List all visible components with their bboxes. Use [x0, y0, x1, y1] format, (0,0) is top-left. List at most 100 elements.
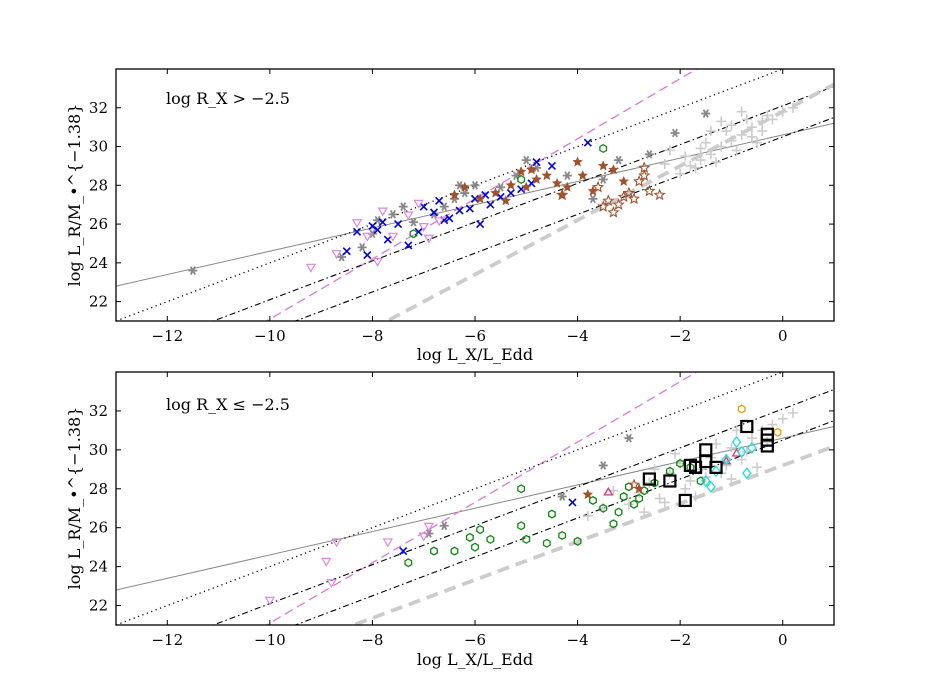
top-x-tick-label: −12 — [151, 327, 183, 345]
top-point-blue-cross-6 — [404, 241, 413, 250]
bottom-point-grey-plus-6 — [685, 475, 696, 486]
bottom-point-green-hexagon-26 — [471, 542, 479, 552]
bottom-x-tick-label: −2 — [669, 631, 691, 649]
bottom-point-cyan-diamond-7 — [741, 467, 752, 480]
bottom-point-grey-asterisk-4 — [557, 492, 567, 501]
top-point-green-hexagon-1 — [517, 174, 526, 185]
top-point-grey-plus-0 — [675, 168, 686, 179]
bottom-point-grey-asterisk-2 — [598, 461, 608, 470]
top-point-grey-asterisk-7 — [408, 217, 418, 227]
top-y-tick-label: 30 — [89, 138, 108, 156]
top-point-grey-asterisk-18 — [598, 175, 608, 184]
bottom-y-axis-label: log L_R/M_•^{−1.38} — [65, 407, 84, 590]
bottom-point-cyan-diamond-0 — [700, 474, 711, 488]
bottom-point-green-hexagon-13 — [599, 503, 608, 513]
top-x-tick-label: −10 — [254, 327, 286, 345]
top-point-grey-plus-28 — [695, 143, 706, 154]
top-point-violet-triangle-down-11 — [413, 199, 424, 209]
top-point-grey-plus-3 — [705, 149, 716, 160]
bottom-point-green-hexagon-1 — [430, 546, 438, 556]
top-point-grey-plus-4 — [716, 141, 727, 152]
bottom-point-black-square-8 — [740, 419, 754, 434]
top-y-tick-label: 28 — [89, 176, 108, 194]
top-point-grey-plus-17 — [731, 145, 742, 156]
bottom-point-blue-cross-1 — [568, 498, 577, 507]
bottom-point-grey-plus-27 — [670, 448, 681, 459]
top-point-grey-asterisk-20 — [644, 149, 654, 159]
top-point-brown-star-filled-10 — [561, 181, 573, 192]
bottom-point-brown-star-filled-0 — [582, 488, 594, 500]
bottom-point-grey-plus-0 — [623, 499, 634, 510]
top-point-violet-triangle-down-2 — [362, 232, 373, 242]
top-point-violet-triangle-down-7 — [433, 217, 445, 227]
top-point-violet-triangle-down-6 — [418, 223, 429, 233]
top-point-blue-cross-9 — [429, 208, 439, 217]
top-point-brown-star-open-3 — [607, 206, 620, 218]
bottom-point-green-hexagon-6 — [517, 521, 526, 531]
top-point-brown-star-open-10 — [653, 188, 666, 201]
bottom-point-green-hexagon-8 — [542, 538, 551, 548]
top-line-dotted — [116, 69, 785, 321]
bottom-point-grey-plus-32 — [787, 407, 798, 418]
top-point-grey-plus-14 — [762, 110, 773, 121]
top-point-brown-star-open-12 — [597, 200, 610, 212]
bottom-point-green-hexagon-23 — [517, 484, 526, 494]
bottom-point-grey-plus-25 — [711, 439, 722, 450]
bottom-plot-frame — [115, 371, 835, 626]
top-point-grey-plus-15 — [777, 106, 788, 117]
top-annotation: log R_X > −2.5 — [166, 89, 290, 108]
bottom-point-grey-plus-17 — [639, 507, 650, 518]
top-point-brown-star-open-0 — [556, 188, 569, 201]
bottom-y-tick-label: 26 — [89, 519, 108, 537]
bottom-point-cyan-diamond-2 — [721, 453, 732, 466]
bottom-point-orange-hexagon-0 — [737, 404, 746, 414]
top-point-grey-plus-26 — [716, 116, 727, 127]
bottom-y-tick-label: 24 — [89, 558, 108, 576]
bottom-point-cyan-diamond-5 — [747, 441, 757, 454]
bottom-x-tick-label: 0 — [778, 631, 788, 649]
top-point-grey-plus-9 — [767, 114, 778, 125]
bottom-point-cyan-diamond-1 — [711, 465, 721, 478]
bottom-point-grey-plus-33 — [582, 511, 593, 522]
top-point-grey-plus-12 — [721, 126, 732, 137]
top-point-blue-cross-22 — [435, 196, 444, 205]
top-point-violet-triangle-down-5 — [403, 211, 414, 221]
bottom-reference-lines — [116, 372, 834, 625]
bottom-point-green-hexagon-25 — [635, 493, 644, 504]
top-x-tick-label: −4 — [567, 327, 589, 345]
top-point-brown-star-filled-4 — [505, 179, 517, 190]
bottom-point-cyan-diamond-3 — [731, 436, 742, 449]
bottom-point-black-square-7 — [678, 493, 692, 508]
bottom-plot-area — [116, 372, 834, 625]
top-point-grey-asterisk-2 — [357, 242, 367, 252]
bottom-point-green-hexagon-10 — [558, 530, 567, 541]
bottom-point-green-hexagon-9 — [547, 509, 556, 519]
top-point-brown-star-filled-2 — [474, 193, 486, 204]
top-point-brown-star-filled-5 — [515, 166, 527, 177]
top-point-brown-star-open-2 — [602, 194, 615, 207]
bottom-x-tick-label: −4 — [567, 631, 589, 649]
top-plot-area — [116, 69, 834, 321]
top-point-brown-star-filled-9 — [551, 177, 563, 188]
bottom-point-brown-star-open-0 — [627, 478, 641, 491]
top-point-grey-plus-23 — [705, 126, 716, 137]
top-point-blue-cross-1 — [352, 227, 362, 236]
top-point-grey-plus-25 — [736, 106, 747, 117]
top-point-brown-star-filled-3 — [490, 187, 501, 198]
top-point-blue-cross-19 — [547, 161, 556, 170]
top-point-brown-star-filled-13 — [597, 160, 609, 171]
bottom-point-green-hexagon-3 — [465, 532, 474, 542]
bottom-x-tick-label: −8 — [361, 631, 383, 649]
top-point-brown-star-filled-11 — [577, 169, 589, 181]
bottom-point-green-hexagon-20 — [676, 458, 685, 469]
top-point-brown-star-open-9 — [643, 184, 656, 197]
bottom-point-violet-triangle-down-5 — [423, 522, 435, 532]
top-point-grey-plus-8 — [757, 116, 768, 127]
top-point-grey-plus-6 — [736, 129, 747, 140]
bottom-point-violet-triangle-down-4 — [418, 532, 429, 542]
bottom-point-blue-cross-0 — [399, 546, 408, 556]
top-point-grey-asterisk-17 — [588, 194, 598, 204]
top-point-violet-triangle-down-10 — [377, 207, 388, 217]
bottom-point-black-square-1 — [663, 474, 677, 488]
